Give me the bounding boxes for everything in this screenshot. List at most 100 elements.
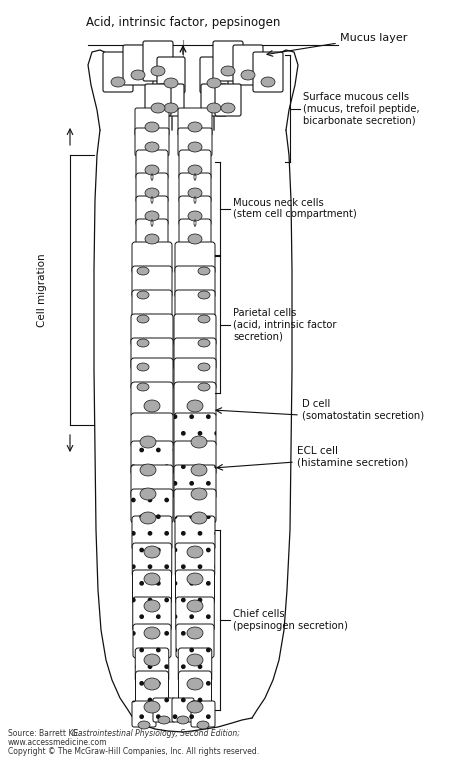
Text: Copyright © The McGraw-Hill Companies, Inc. All rights reserved.: Copyright © The McGraw-Hill Companies, I… — [8, 747, 259, 756]
FancyBboxPatch shape — [176, 624, 214, 658]
FancyBboxPatch shape — [213, 41, 243, 81]
Text: Surface mucous cells
(mucus, trefoil peptide,
bicarbonate secretion): Surface mucous cells (mucus, trefoil pep… — [303, 92, 419, 125]
Ellipse shape — [191, 464, 207, 476]
FancyBboxPatch shape — [132, 543, 172, 577]
Ellipse shape — [144, 627, 160, 639]
FancyBboxPatch shape — [133, 597, 171, 631]
FancyBboxPatch shape — [157, 57, 185, 93]
Ellipse shape — [140, 512, 156, 524]
Ellipse shape — [191, 488, 207, 500]
FancyBboxPatch shape — [174, 338, 216, 370]
Ellipse shape — [221, 103, 235, 113]
Ellipse shape — [137, 267, 149, 275]
Ellipse shape — [187, 546, 203, 558]
Ellipse shape — [198, 315, 210, 323]
Text: www.accessmedicine.com: www.accessmedicine.com — [8, 738, 108, 747]
Ellipse shape — [144, 573, 160, 585]
Ellipse shape — [137, 363, 149, 371]
Ellipse shape — [151, 66, 165, 76]
FancyBboxPatch shape — [131, 413, 173, 447]
FancyBboxPatch shape — [136, 219, 168, 249]
Ellipse shape — [207, 78, 221, 88]
FancyBboxPatch shape — [178, 648, 212, 682]
FancyBboxPatch shape — [174, 441, 216, 475]
Ellipse shape — [144, 654, 160, 666]
Ellipse shape — [198, 339, 210, 347]
Ellipse shape — [198, 267, 210, 275]
Text: Source: Barrett KE:: Source: Barrett KE: — [8, 729, 83, 738]
Ellipse shape — [164, 78, 178, 88]
Ellipse shape — [145, 211, 159, 221]
Text: Gastrointestinal Physiology, Second Edition;: Gastrointestinal Physiology, Second Edit… — [72, 729, 240, 738]
Ellipse shape — [191, 512, 207, 524]
FancyBboxPatch shape — [175, 242, 215, 274]
Ellipse shape — [187, 678, 203, 690]
FancyBboxPatch shape — [133, 624, 171, 658]
Ellipse shape — [188, 165, 202, 175]
Text: D cell
(somatostatin secretion): D cell (somatostatin secretion) — [302, 399, 424, 421]
FancyBboxPatch shape — [103, 52, 133, 92]
FancyBboxPatch shape — [136, 150, 168, 180]
FancyBboxPatch shape — [131, 382, 173, 418]
Ellipse shape — [137, 383, 149, 391]
Ellipse shape — [198, 383, 210, 391]
Ellipse shape — [197, 721, 209, 729]
Text: Cell migration: Cell migration — [37, 253, 47, 327]
Ellipse shape — [188, 142, 202, 152]
FancyBboxPatch shape — [179, 173, 211, 203]
Ellipse shape — [137, 315, 149, 323]
FancyBboxPatch shape — [131, 314, 173, 346]
Ellipse shape — [187, 573, 203, 585]
FancyBboxPatch shape — [200, 57, 228, 93]
Ellipse shape — [177, 716, 189, 724]
FancyBboxPatch shape — [178, 108, 212, 136]
FancyBboxPatch shape — [174, 314, 216, 346]
Ellipse shape — [151, 103, 165, 113]
FancyBboxPatch shape — [158, 84, 184, 116]
Text: Mucus layer: Mucus layer — [340, 33, 407, 43]
Ellipse shape — [145, 142, 159, 152]
FancyBboxPatch shape — [136, 196, 168, 226]
Ellipse shape — [241, 70, 255, 80]
Ellipse shape — [198, 291, 210, 299]
Ellipse shape — [221, 66, 235, 76]
FancyBboxPatch shape — [179, 219, 211, 249]
Ellipse shape — [187, 400, 203, 412]
Ellipse shape — [145, 165, 159, 175]
FancyBboxPatch shape — [135, 128, 169, 156]
Ellipse shape — [191, 436, 207, 448]
FancyBboxPatch shape — [123, 45, 153, 85]
Ellipse shape — [188, 188, 202, 198]
FancyBboxPatch shape — [174, 382, 216, 418]
Ellipse shape — [138, 721, 150, 729]
Ellipse shape — [144, 600, 160, 612]
Ellipse shape — [207, 103, 221, 113]
FancyBboxPatch shape — [179, 671, 211, 705]
FancyBboxPatch shape — [131, 338, 173, 370]
FancyBboxPatch shape — [175, 543, 215, 577]
Ellipse shape — [187, 600, 203, 612]
FancyBboxPatch shape — [175, 266, 215, 298]
FancyBboxPatch shape — [174, 413, 216, 447]
Ellipse shape — [145, 188, 159, 198]
FancyBboxPatch shape — [132, 242, 172, 274]
FancyBboxPatch shape — [175, 570, 215, 604]
Ellipse shape — [144, 701, 160, 713]
FancyBboxPatch shape — [179, 196, 211, 226]
FancyBboxPatch shape — [172, 698, 194, 722]
Ellipse shape — [188, 234, 202, 244]
Ellipse shape — [111, 77, 125, 87]
Ellipse shape — [144, 546, 160, 558]
FancyBboxPatch shape — [136, 173, 168, 203]
Ellipse shape — [144, 400, 160, 412]
Ellipse shape — [140, 436, 156, 448]
FancyBboxPatch shape — [179, 150, 211, 180]
FancyBboxPatch shape — [191, 701, 215, 727]
Ellipse shape — [131, 70, 145, 80]
Ellipse shape — [187, 701, 203, 713]
FancyBboxPatch shape — [131, 441, 173, 475]
FancyBboxPatch shape — [132, 701, 156, 727]
FancyBboxPatch shape — [215, 84, 241, 116]
Ellipse shape — [164, 103, 178, 113]
FancyBboxPatch shape — [201, 84, 227, 116]
